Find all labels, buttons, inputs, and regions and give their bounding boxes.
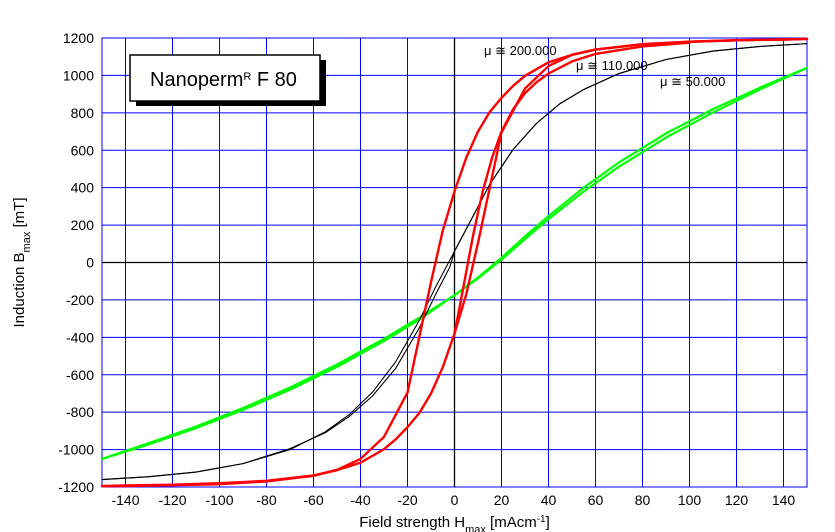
svg-text:600: 600	[71, 142, 95, 158]
svg-text:1200: 1200	[63, 30, 94, 46]
hysteresis-chart: -140-120-100-80-60-40-200204060801001201…	[0, 0, 835, 532]
svg-text:0: 0	[86, 255, 94, 271]
svg-text:Field strength Hmax [mAcm-1]: Field strength Hmax [mAcm-1]	[359, 514, 550, 532]
svg-text:-80: -80	[256, 492, 276, 508]
svg-text:-60: -60	[303, 492, 323, 508]
svg-text:-600: -600	[66, 367, 94, 383]
svg-text:-1000: -1000	[58, 442, 94, 458]
svg-text:1000: 1000	[63, 67, 94, 83]
svg-text:μ ≅ 110.000: μ ≅ 110.000	[576, 58, 648, 73]
svg-text:80: 80	[635, 492, 651, 508]
svg-text:20: 20	[494, 492, 510, 508]
svg-text:Induction Bmax [mT]: Induction Bmax [mT]	[11, 197, 33, 327]
svg-text:0: 0	[451, 492, 459, 508]
svg-text:μ ≅ 50.000: μ ≅ 50.000	[660, 74, 725, 89]
svg-text:40: 40	[541, 492, 557, 508]
svg-text:-800: -800	[66, 404, 94, 420]
svg-text:400: 400	[71, 180, 95, 196]
svg-text:60: 60	[588, 492, 604, 508]
svg-text:-1200: -1200	[58, 479, 94, 495]
svg-text:140: 140	[772, 492, 796, 508]
svg-text:-400: -400	[66, 329, 94, 345]
svg-text:-200: -200	[66, 292, 94, 308]
svg-text:-100: -100	[205, 492, 233, 508]
svg-text:NanopermR F 80: NanopermR F 80	[150, 69, 297, 91]
svg-text:-120: -120	[158, 492, 186, 508]
svg-text:200: 200	[71, 217, 95, 233]
svg-text:-40: -40	[350, 492, 370, 508]
svg-text:-20: -20	[397, 492, 417, 508]
svg-text:120: 120	[725, 492, 749, 508]
svg-text:800: 800	[71, 105, 95, 121]
svg-text:μ ≅ 200.000: μ ≅ 200.000	[484, 43, 557, 58]
svg-text:-140: -140	[111, 492, 139, 508]
svg-text:100: 100	[678, 492, 702, 508]
